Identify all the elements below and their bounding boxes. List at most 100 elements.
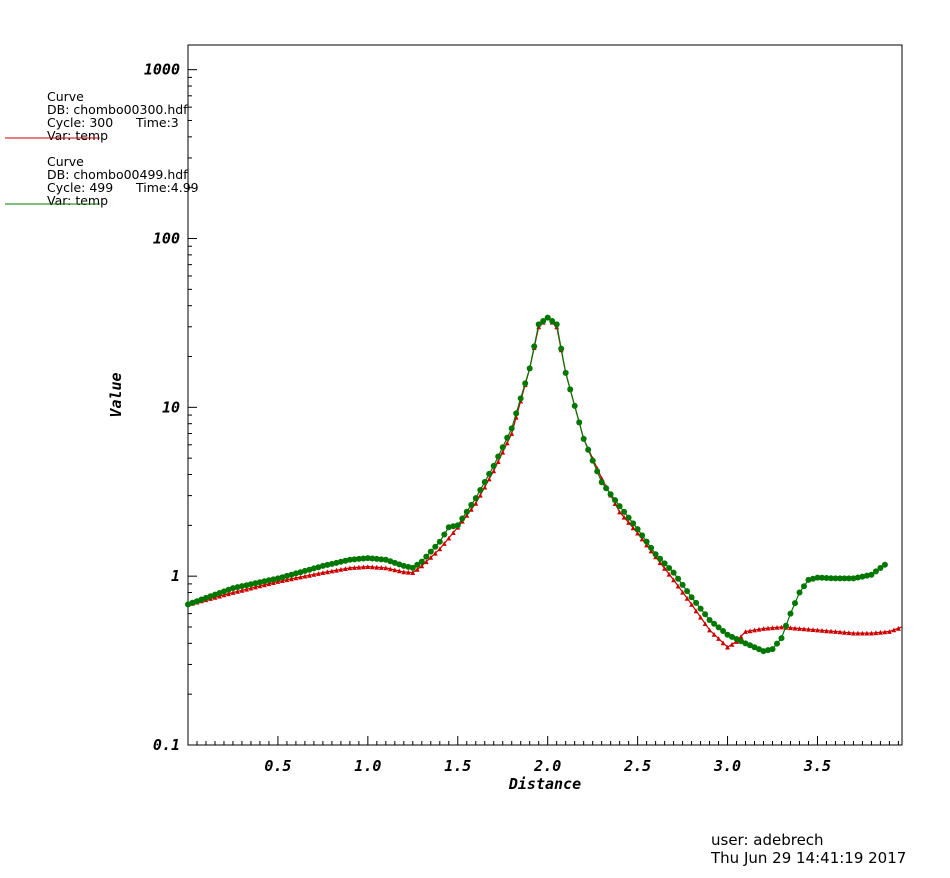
data-point	[508, 425, 515, 432]
series-1	[185, 315, 903, 650]
data-point	[262, 582, 267, 588]
legend-1-cycle: Cycle: 300	[47, 115, 113, 130]
data-point	[797, 626, 802, 631]
data-point	[684, 595, 690, 601]
data-point	[270, 576, 277, 583]
legend-2-db: DB: chombo00499.hdf	[47, 167, 188, 182]
data-point	[751, 644, 758, 651]
data-point	[562, 369, 569, 376]
data-point	[441, 541, 447, 546]
data-point	[770, 625, 775, 631]
data-point	[351, 556, 358, 563]
y-tick-label: 10	[162, 398, 180, 416]
data-point	[288, 571, 295, 578]
data-point	[873, 630, 879, 636]
data-point	[765, 625, 771, 631]
data-point	[693, 608, 699, 614]
data-point	[878, 629, 883, 635]
data-point	[774, 625, 780, 630]
data-point	[432, 550, 438, 556]
data-point	[289, 576, 294, 582]
x-tick-label: 2.5	[623, 757, 651, 775]
data-point	[603, 485, 610, 492]
data-point	[419, 563, 425, 569]
data-point	[544, 314, 551, 321]
x-tick-label: 2.0	[533, 757, 561, 775]
data-point	[869, 630, 874, 636]
data-point	[815, 627, 820, 633]
data-point	[302, 573, 308, 579]
data-point	[837, 629, 843, 635]
data-point	[225, 586, 232, 593]
data-point	[235, 589, 240, 594]
data-point	[244, 586, 249, 592]
x-tick-label: 1.0	[354, 757, 381, 775]
data-point	[769, 646, 776, 653]
data-point	[787, 610, 794, 617]
x-axis-title: Distance	[508, 775, 581, 793]
data-point	[396, 568, 402, 574]
data-point	[441, 531, 448, 538]
data-point	[711, 620, 718, 627]
data-point	[828, 628, 834, 634]
data-point	[297, 569, 304, 576]
data-point	[819, 574, 825, 581]
data-point	[499, 444, 506, 451]
data-point	[729, 633, 735, 640]
data-point	[689, 602, 694, 607]
data-point	[661, 560, 668, 567]
data-point	[765, 647, 771, 654]
x-axis: 0.5 1.0 1.5 2.0 2.5 3.0 3.5	[196, 736, 899, 775]
data-point	[427, 548, 434, 555]
data-point	[607, 491, 614, 498]
data-point	[630, 520, 637, 527]
data-point	[558, 345, 565, 352]
data-point	[702, 621, 708, 626]
data-point	[320, 570, 326, 575]
data-point	[266, 581, 272, 587]
data-point	[598, 479, 605, 486]
data-point	[423, 559, 429, 565]
data-point	[253, 584, 258, 590]
data-point	[504, 434, 511, 441]
legend-2-time: Time:4.99	[135, 180, 199, 195]
data-point	[477, 492, 483, 498]
data-point	[625, 514, 632, 521]
data-point	[589, 457, 596, 464]
data-point	[239, 583, 245, 590]
data-point	[652, 551, 659, 558]
data-point	[796, 589, 803, 596]
y-tick-label: 1000	[144, 61, 180, 79]
data-point	[788, 625, 793, 631]
data-point	[724, 631, 731, 638]
data-point	[279, 574, 286, 581]
data-point	[463, 508, 470, 515]
data-point	[742, 640, 749, 647]
data-point	[761, 626, 766, 631]
data-point	[778, 635, 785, 642]
data-point	[621, 514, 627, 520]
data-point	[410, 570, 416, 575]
data-point	[230, 590, 236, 595]
data-point	[221, 588, 227, 595]
data-point	[535, 321, 542, 328]
data-point	[657, 560, 663, 566]
series-layer	[185, 314, 903, 655]
data-point	[783, 622, 789, 629]
y-axis: 0.1 1 10 100 1000	[144, 61, 197, 754]
data-point	[292, 570, 299, 577]
data-point	[805, 576, 812, 583]
data-point	[697, 605, 704, 612]
data-point	[823, 575, 830, 581]
data-point	[855, 630, 861, 636]
data-point	[307, 572, 312, 578]
data-point	[409, 564, 416, 571]
data-point	[801, 626, 807, 632]
data-point	[468, 506, 474, 512]
data-point	[293, 575, 299, 581]
data-point	[877, 565, 884, 571]
data-point	[301, 567, 308, 574]
x-tick-label: 0.5	[264, 757, 291, 775]
data-point	[666, 565, 673, 571]
data-point	[239, 587, 245, 593]
